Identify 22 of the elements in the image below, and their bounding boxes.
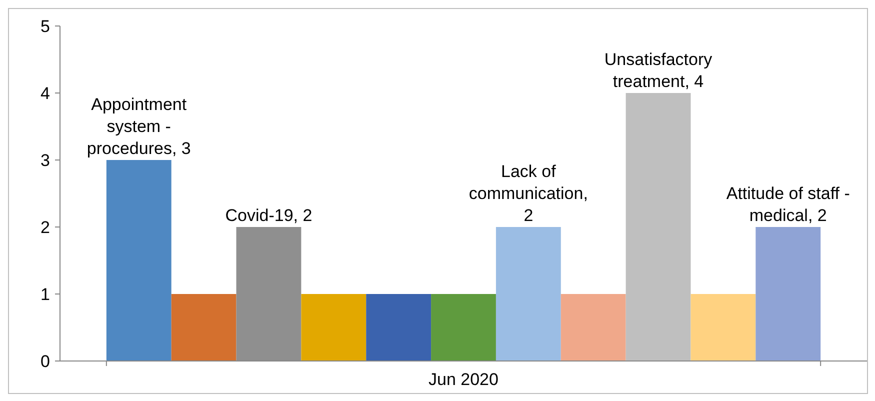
- bar: [690, 294, 756, 361]
- y-tick-label: 0: [40, 352, 50, 371]
- bar: [756, 227, 821, 361]
- bar: [496, 227, 561, 361]
- data-label: Attitude of staff - medical, 2: [726, 184, 850, 225]
- bar: [626, 93, 691, 361]
- bar: [106, 160, 172, 361]
- bar: [301, 294, 366, 361]
- bar: [366, 294, 432, 361]
- bar: [560, 294, 626, 361]
- y-tick-label: 1: [40, 284, 50, 304]
- data-label: Lack of communication, 2: [468, 162, 588, 225]
- data-label: Covid-19, 2: [225, 206, 312, 225]
- x-tick-label: Jun 2020: [428, 370, 498, 389]
- y-tick-label: 2: [40, 218, 50, 237]
- data-label: Unsatisfactory treatment, 4: [604, 50, 713, 91]
- y-tick-label: 3: [40, 150, 50, 170]
- bar: [171, 294, 236, 361]
- y-tick-label: 5: [40, 16, 50, 36]
- bar: [431, 294, 496, 361]
- y-tick-label: 4: [40, 84, 50, 103]
- data-label: Appointment system - procedures, 3: [86, 95, 191, 158]
